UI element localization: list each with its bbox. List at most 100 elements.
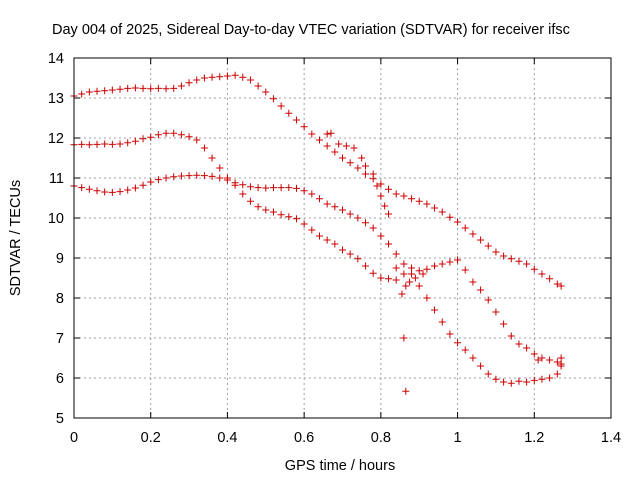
data-point [269,95,277,103]
data-point [216,73,224,81]
y-tick-label: 6 [56,371,64,387]
data-point [402,282,410,290]
data-point [177,82,185,90]
data-point [200,144,208,152]
data-point [484,242,492,250]
data-point [377,192,385,200]
data-point [331,203,339,211]
data-point [269,208,277,216]
data-point [216,174,224,182]
data-point [419,270,427,278]
data-point [469,278,477,286]
data-point [131,137,139,145]
data-point [423,294,431,302]
data-point [377,180,385,188]
data-point [231,179,239,187]
data-point [377,232,385,240]
data-point [223,72,231,80]
data-point [285,109,293,117]
x-tick-label: 0.2 [141,430,161,446]
data-point [523,260,531,268]
data-point [93,140,101,148]
data-point [385,240,393,248]
data-point [454,339,462,347]
data-point [523,344,531,352]
data-point [373,182,381,190]
data-point [402,387,410,395]
data-point [162,85,170,93]
data-point [381,202,389,210]
data-point [346,250,354,258]
data-point [446,330,454,338]
data-point [300,123,308,131]
data-point [78,140,86,148]
data-point [315,232,323,240]
data-point [131,184,139,192]
x-axis-ticks: 0 0.2 0.4 0.6 0.8 1 1.2 1.4 [70,58,621,446]
data-point [385,275,393,283]
data-point [557,282,565,290]
data-point [431,262,439,270]
data-point [385,210,393,218]
data-point [93,87,101,95]
data-point [362,262,370,270]
data-point [147,133,155,141]
data-point [431,204,439,212]
data-point [408,270,416,278]
data-point [523,378,531,386]
data-point [177,172,185,180]
data-point [392,276,400,284]
data-point [484,370,492,378]
data-point [500,320,508,328]
y-tick-label: 7 [56,331,64,347]
y-axis-label: SDTVAR / TECUs [8,180,24,296]
data-point [193,171,201,179]
data-point [469,230,477,238]
y-tick-label: 8 [56,291,64,307]
data-point [193,76,201,84]
data-point [557,362,565,370]
y-tick-label: 11 [49,171,64,187]
data-point [362,162,370,170]
data-point [108,188,116,196]
data-point [78,90,86,98]
data-point [292,215,300,223]
data-point [185,172,193,180]
data-point [231,71,239,79]
data-point [530,350,538,358]
data-point [454,256,462,264]
data-point [507,379,515,387]
data-point [277,184,285,192]
y-tick-label: 10 [48,211,64,227]
data-point [546,275,554,283]
x-tick-label: 0 [70,430,78,446]
y-tick-label: 5 [56,411,64,427]
data-point [484,296,492,304]
data-series [70,71,565,290]
data-point [369,224,377,232]
data-point [323,142,331,150]
data-point [93,187,101,195]
data-point [185,133,193,141]
data-point [354,214,362,222]
data-point [515,377,523,385]
data-point [246,183,254,191]
data-point [469,354,477,362]
data-point [223,176,231,184]
data-point [147,178,155,186]
data-point [438,208,446,216]
data-point [339,246,346,254]
data-point [101,140,109,148]
data-point [292,116,300,124]
data-point [208,172,216,180]
data-point [492,308,500,316]
y-tick-label: 14 [48,51,64,67]
data-point [339,206,346,214]
data-point [208,73,216,81]
data-point [85,141,93,149]
data-point [423,265,431,273]
x-tick-label: 0.6 [294,430,314,446]
data-point [408,195,416,203]
data-point [392,190,400,198]
chart-title: Day 004 of 2025, Sidereal Day-to-day VTE… [52,22,570,38]
